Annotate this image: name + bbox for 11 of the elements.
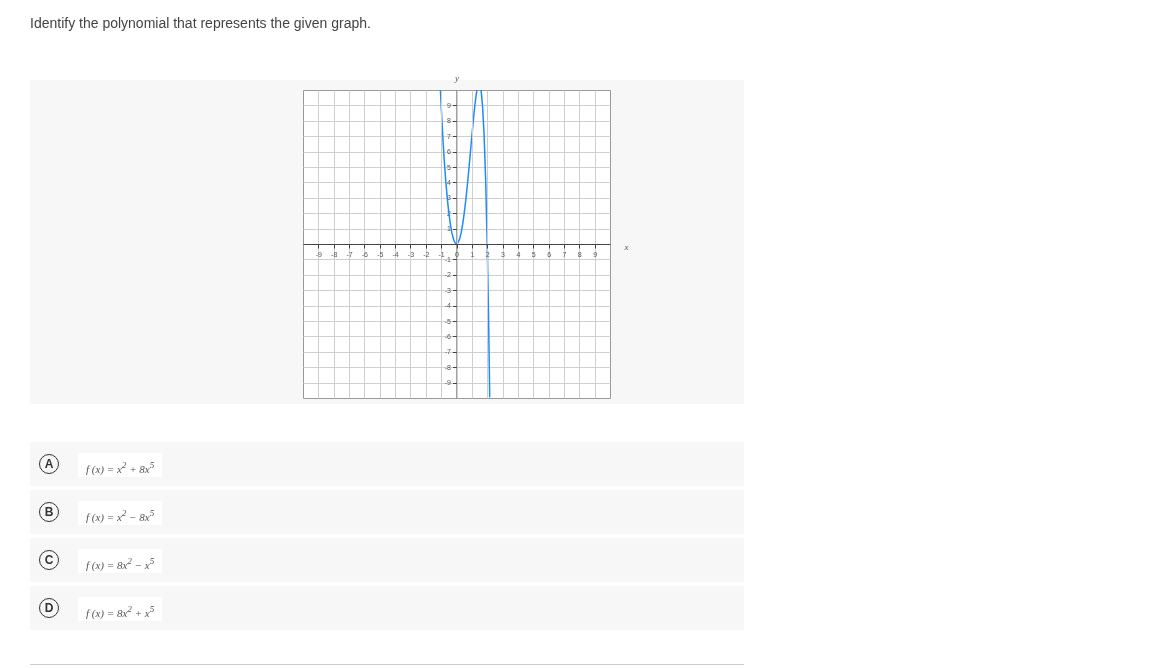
x-axis-title: x (623, 241, 629, 252)
chart-title: Identify the polynomial that represents the given graph. (30, 15, 371, 31)
text: C (39, 550, 59, 570)
text: f (x) = x$^{2}$ − 8x$^{5}$ (78, 501, 163, 525)
text: f (x) = 8x$^{2}$ − x$^{5}$ (78, 549, 163, 573)
text: D (39, 598, 59, 618)
text: f (x) = 8x$^{2}$ + x$^{5}$ (78, 597, 163, 621)
text: f (x) = x$^{2}$ + 8x$^{5}$ (78, 453, 163, 477)
text: A (39, 454, 59, 474)
text: B (39, 502, 59, 522)
y-axis-title: y (454, 72, 459, 83)
